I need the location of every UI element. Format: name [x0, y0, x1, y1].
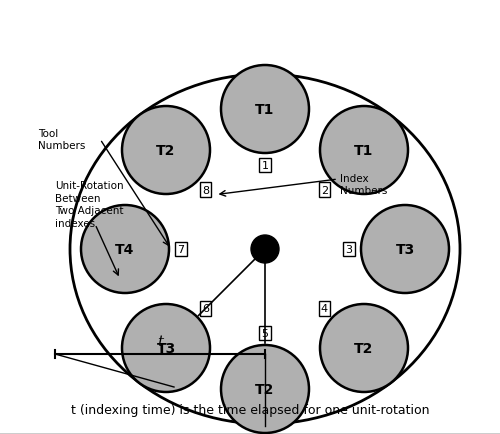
Text: T1: T1 — [256, 103, 274, 117]
Text: 3: 3 — [346, 244, 352, 254]
Text: Index
Numbers: Index Numbers — [340, 174, 388, 196]
Text: t: t — [157, 334, 163, 348]
Text: 6: 6 — [202, 304, 209, 314]
Text: 2: 2 — [321, 185, 328, 195]
Circle shape — [221, 66, 309, 154]
Circle shape — [122, 304, 210, 392]
Circle shape — [122, 107, 210, 194]
Text: T1: T1 — [354, 144, 374, 158]
Text: Unit-Rotation
Between
Two Adjacent
indexes: Unit-Rotation Between Two Adjacent index… — [55, 181, 124, 228]
Text: T4: T4 — [116, 243, 134, 256]
Text: 5: 5 — [262, 328, 268, 338]
Text: T3: T3 — [396, 243, 414, 256]
Ellipse shape — [70, 75, 460, 424]
Circle shape — [320, 107, 408, 194]
Text: T2: T2 — [156, 144, 176, 158]
Text: 7: 7 — [178, 244, 184, 254]
Circle shape — [221, 345, 309, 433]
Text: T3: T3 — [156, 341, 176, 355]
Text: 1: 1 — [262, 161, 268, 171]
Text: 4: 4 — [321, 304, 328, 314]
Circle shape — [81, 206, 169, 293]
Text: T2: T2 — [354, 341, 374, 355]
Text: t (indexing time) is the time elapsed for one unit-rotation: t (indexing time) is the time elapsed fo… — [71, 403, 429, 416]
Text: Tool
Numbers: Tool Numbers — [38, 128, 86, 151]
Circle shape — [361, 206, 449, 293]
Text: T2: T2 — [256, 382, 274, 396]
Text: 8: 8 — [202, 185, 209, 195]
Circle shape — [251, 236, 279, 263]
Circle shape — [320, 304, 408, 392]
